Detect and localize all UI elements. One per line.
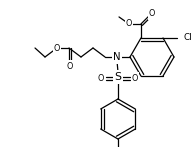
Text: O: O	[149, 9, 155, 18]
Text: O: O	[132, 74, 138, 82]
Text: Cl: Cl	[184, 34, 193, 42]
Text: O: O	[54, 44, 60, 52]
Text: N: N	[113, 52, 121, 62]
Text: O: O	[126, 19, 132, 29]
Text: O: O	[98, 74, 104, 82]
Text: S: S	[114, 72, 122, 82]
Text: O: O	[67, 61, 73, 71]
